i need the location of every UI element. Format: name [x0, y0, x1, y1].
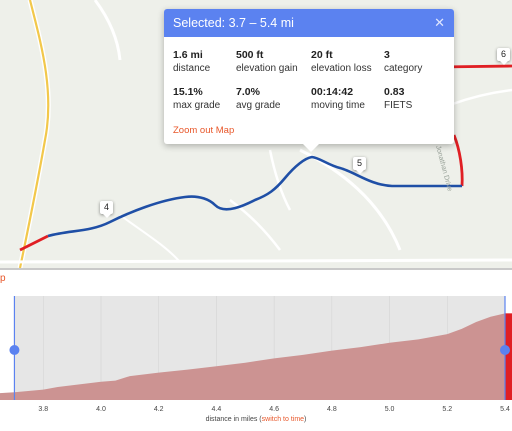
- x-tick-label: 4.8: [327, 406, 337, 413]
- x-axis-label: distance in miles (switch to time): [0, 416, 512, 423]
- stat-moving-time: 00:14:42 moving time: [311, 86, 365, 112]
- mile-marker[interactable]: 4: [100, 201, 114, 218]
- road: [299, 148, 402, 251]
- mile-marker[interactable]: 5: [353, 157, 367, 174]
- mile-marker[interactable]: 6: [497, 48, 511, 65]
- selected-route: [47, 155, 462, 238]
- x-tick-label: 4.6: [269, 406, 279, 413]
- stat-value: 0.83: [384, 86, 405, 98]
- stat-elevation-loss: 20 ft elevation loss: [311, 49, 372, 75]
- x-tick-label: 4.0: [96, 406, 106, 413]
- stat-value: 7.0%: [236, 86, 260, 98]
- road: [0, 258, 512, 264]
- x-axis-label-suffix: ): [304, 416, 307, 423]
- stat-label: category: [384, 63, 423, 74]
- road: [17, 0, 51, 268]
- highway-road: [18, 0, 50, 268]
- selection-right-handle[interactable]: [500, 345, 510, 355]
- stat-label: elevation loss: [311, 63, 372, 74]
- close-icon[interactable]: ✕: [434, 15, 445, 30]
- x-tick-label: 5.0: [385, 406, 395, 413]
- stat-value: 00:14:42: [311, 86, 354, 98]
- route-segment-before: [19, 234, 49, 252]
- road: [268, 149, 292, 211]
- road: [229, 199, 281, 251]
- x-tick-label: 4.2: [154, 406, 164, 413]
- stat-avg-grade: 7.0% avg grade: [236, 86, 280, 112]
- stat-value: 20 ft: [311, 49, 333, 61]
- stat-value: 500 ft: [236, 49, 264, 61]
- popup-header: Selected: 3.7 – 5.4 mi ✕: [164, 9, 454, 37]
- x-axis-ticks: 3.8 4.0 4.2 4.4 4.6 4.8 5.0 5.2 5.4: [38, 406, 510, 413]
- stat-value: 3: [384, 49, 390, 61]
- x-tick-label: 5.4: [500, 406, 510, 413]
- stat-label: FIETS: [384, 100, 413, 111]
- switch-to-time-link[interactable]: switch to time: [261, 416, 305, 423]
- selection-left-handle[interactable]: [9, 345, 20, 355]
- x-tick-label: 3.8: [38, 406, 48, 413]
- selection-popup: Selected: 3.7 – 5.4 mi ✕ 1.6 mi distance…: [164, 9, 454, 152]
- elevation-area: [0, 313, 505, 400]
- stat-elevation-gain: 500 ft elevation gain: [236, 49, 298, 75]
- road: [93, 0, 122, 61]
- stat-label: avg grade: [236, 100, 281, 111]
- stat-category: 3 category: [384, 49, 422, 75]
- stat-label: distance: [173, 63, 211, 74]
- stat-label: elevation gain: [236, 63, 298, 74]
- elevation-chart[interactable]: 3.8 4.0 4.2 4.4 4.6 4.8 5.0 5.2 5.4: [0, 296, 512, 431]
- out-of-selection-segment: [505, 313, 512, 400]
- road: [119, 214, 181, 263]
- popup-title: Selected: 3.7 – 5.4 mi: [173, 16, 294, 30]
- stat-value: 1.6 mi: [173, 49, 203, 61]
- stat-label: max grade: [173, 100, 221, 111]
- stat-value: 15.1%: [173, 86, 203, 98]
- x-tick-label: 5.2: [442, 406, 452, 413]
- zoom-out-map-link[interactable]: Zoom out Map: [173, 125, 235, 136]
- stat-distance: 1.6 mi distance: [173, 49, 210, 75]
- panel-divider[interactable]: [0, 268, 512, 270]
- stat-max-grade: 15.1% max grade: [173, 86, 220, 112]
- stat-label: moving time: [311, 100, 365, 111]
- stat-fiets: 0.83 FIETS: [384, 86, 412, 112]
- route-segment-after: [452, 134, 464, 187]
- x-tick-label: 4.4: [212, 406, 222, 413]
- x-axis-label-prefix: distance in miles (: [205, 416, 262, 423]
- panel-label[interactable]: p: [0, 273, 6, 284]
